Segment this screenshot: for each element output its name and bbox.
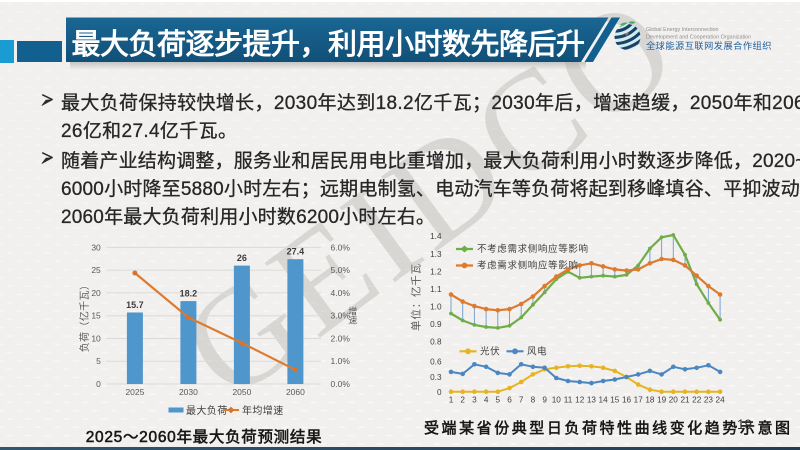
svg-text:17: 17 bbox=[634, 396, 644, 405]
svg-text:1.3: 1.3 bbox=[430, 250, 442, 259]
svg-text:14: 14 bbox=[599, 396, 609, 405]
svg-text:速: 速 bbox=[348, 316, 357, 326]
svg-text:20: 20 bbox=[91, 288, 101, 298]
svg-text:25: 25 bbox=[91, 265, 101, 275]
svg-text:0: 0 bbox=[437, 388, 442, 397]
svg-text:8: 8 bbox=[531, 396, 536, 405]
svg-text:5: 5 bbox=[96, 356, 101, 366]
svg-text:Global Energy Interconnection: Global Energy Interconnection bbox=[646, 27, 719, 33]
svg-text:18: 18 bbox=[645, 396, 655, 405]
svg-text:1: 1 bbox=[449, 396, 454, 405]
svg-text:9: 9 bbox=[542, 396, 547, 405]
svg-text:5.0%: 5.0% bbox=[331, 265, 351, 275]
svg-text:16: 16 bbox=[622, 396, 632, 405]
svg-text:3.0%: 3.0% bbox=[331, 311, 351, 321]
svg-text:单位：亿千瓦: 单位：亿千瓦 bbox=[410, 263, 423, 331]
svg-text:24: 24 bbox=[716, 396, 726, 405]
svg-text:考虑需求侧响应等影响: 考虑需求侧响应等影响 bbox=[477, 260, 579, 272]
svg-text:5: 5 bbox=[496, 396, 501, 405]
svg-text:2050: 2050 bbox=[232, 387, 251, 397]
svg-text:0.6: 0.6 bbox=[430, 358, 442, 367]
svg-text:10: 10 bbox=[91, 334, 101, 344]
svg-text:负荷（亿千瓦）: 负荷（亿千瓦） bbox=[78, 280, 91, 353]
svg-text:年均增速: 年均增速 bbox=[242, 404, 284, 417]
svg-text:2: 2 bbox=[460, 396, 465, 405]
svg-text:不考虑需求侧响应等影响: 不考虑需求侧响应等影响 bbox=[477, 243, 589, 255]
svg-text:12: 12 bbox=[575, 396, 585, 405]
svg-text:15.7: 15.7 bbox=[126, 300, 144, 310]
svg-text:增: 增 bbox=[348, 306, 357, 317]
svg-text:1.2: 1.2 bbox=[430, 267, 442, 276]
svg-text:20: 20 bbox=[669, 396, 679, 405]
svg-text:Development and Cooperation Or: Development and Cooperation Organization bbox=[646, 35, 751, 41]
svg-text:15: 15 bbox=[91, 311, 101, 321]
svg-text:0.8: 0.8 bbox=[430, 338, 442, 347]
svg-text:15: 15 bbox=[610, 396, 620, 405]
svg-text:26: 26 bbox=[237, 253, 247, 263]
svg-text:30: 30 bbox=[91, 242, 101, 252]
svg-text:1.0: 1.0 bbox=[430, 303, 442, 312]
svg-text:全球能源互联网发展合作组织: 全球能源互联网发展合作组织 bbox=[646, 40, 772, 51]
svg-text:13: 13 bbox=[587, 396, 597, 405]
svg-text:2060: 2060 bbox=[286, 387, 305, 397]
svg-text:2025: 2025 bbox=[125, 387, 144, 397]
svg-text:2030: 2030 bbox=[179, 387, 198, 397]
svg-text:11: 11 bbox=[564, 396, 573, 405]
svg-text:10: 10 bbox=[552, 396, 562, 405]
svg-text:27.4: 27.4 bbox=[287, 247, 305, 257]
svg-text:1.1: 1.1 bbox=[430, 285, 442, 294]
svg-text:光伏: 光伏 bbox=[480, 345, 500, 357]
svg-text:最大负荷: 最大负荷 bbox=[186, 404, 228, 417]
svg-text:0.3: 0.3 bbox=[430, 373, 442, 382]
svg-text:0: 0 bbox=[96, 379, 101, 389]
svg-text:19: 19 bbox=[657, 396, 667, 405]
svg-text:6: 6 bbox=[507, 396, 512, 405]
svg-text:4: 4 bbox=[484, 396, 489, 405]
svg-text:3: 3 bbox=[472, 396, 477, 405]
svg-text:6.0%: 6.0% bbox=[331, 242, 351, 252]
svg-text:7: 7 bbox=[519, 396, 524, 405]
svg-text:22: 22 bbox=[692, 396, 702, 405]
svg-text:2.0%: 2.0% bbox=[331, 334, 351, 344]
svg-text:风电: 风电 bbox=[527, 345, 547, 357]
svg-text:21: 21 bbox=[680, 396, 690, 405]
svg-text:1.4: 1.4 bbox=[430, 232, 442, 241]
svg-text:1.0%: 1.0% bbox=[331, 356, 351, 366]
svg-text:4.0%: 4.0% bbox=[331, 288, 351, 298]
svg-text:0.0%: 0.0% bbox=[331, 379, 351, 389]
svg-text:18.2: 18.2 bbox=[180, 289, 198, 299]
svg-text:0.9: 0.9 bbox=[430, 320, 442, 329]
svg-text:23: 23 bbox=[704, 396, 714, 405]
